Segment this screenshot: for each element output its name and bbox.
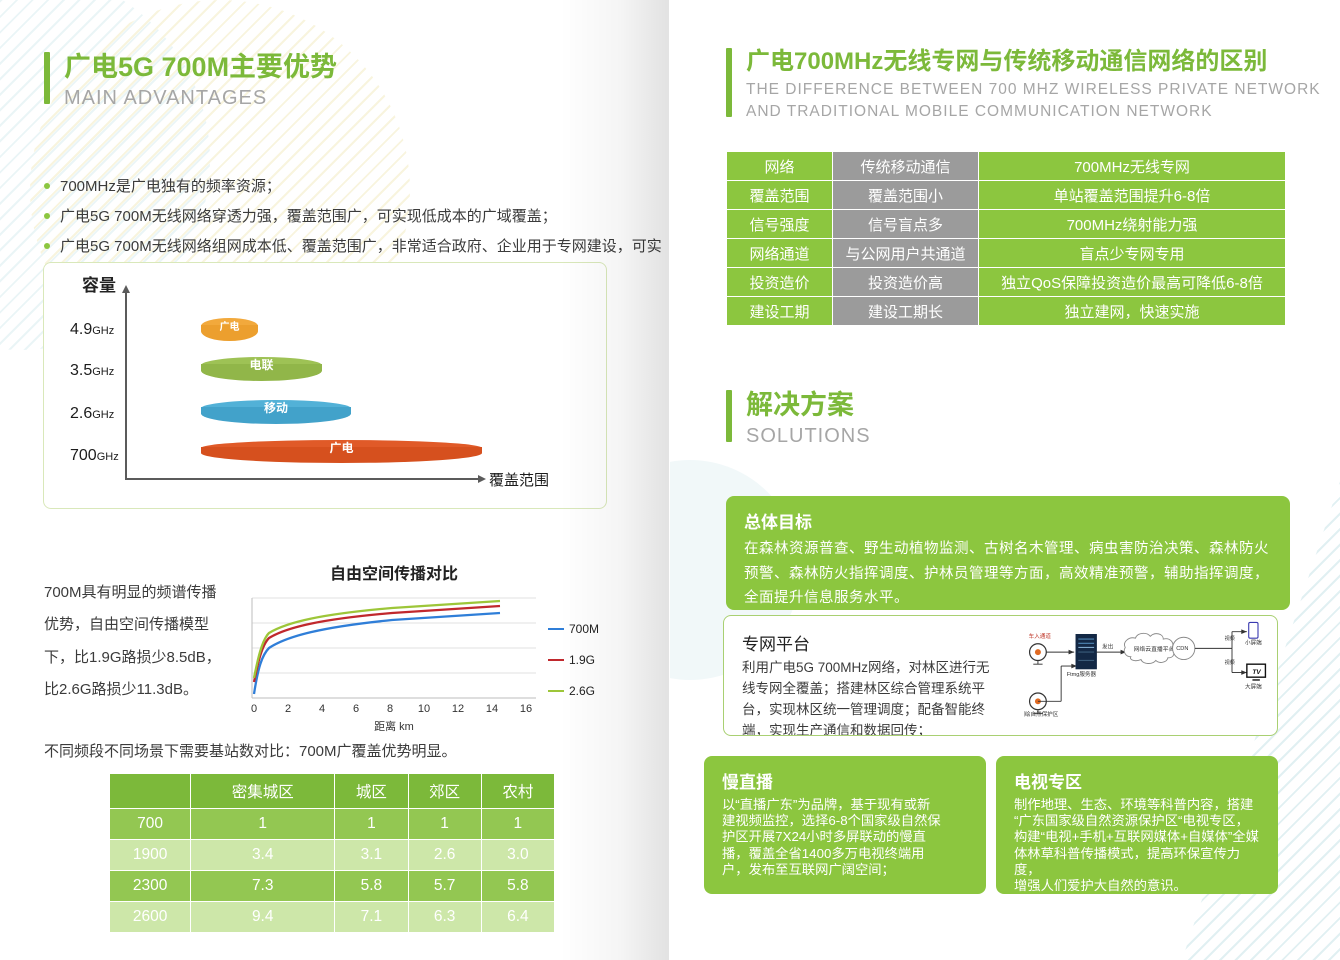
svg-text:TV: TV	[1252, 669, 1261, 676]
svg-text:8: 8	[387, 703, 393, 715]
svg-text:视频: 视频	[1225, 659, 1235, 666]
svg-text:发出: 发出	[1102, 642, 1113, 650]
svg-text:10: 10	[418, 703, 430, 715]
svg-text:测绘自然保护区: 测绘自然保护区	[1024, 710, 1059, 718]
svg-text:大屏端: 大屏端	[1245, 682, 1262, 690]
svg-text:4: 4	[319, 703, 325, 715]
svg-text:CDN: CDN	[1176, 646, 1188, 652]
svg-text:12: 12	[452, 703, 464, 715]
svg-text:视频: 视频	[1225, 635, 1235, 642]
svg-text:网络云直播平台: 网络云直播平台	[1134, 645, 1175, 653]
svg-text:0: 0	[251, 703, 257, 715]
svg-text:小屏端: 小屏端	[1245, 639, 1262, 647]
svg-text:距离 km: 距离 km	[374, 719, 414, 733]
svg-text:2: 2	[285, 703, 291, 715]
svg-text:车入通道: 车入通道	[1029, 632, 1052, 640]
svg-text:6: 6	[353, 703, 359, 715]
svg-text:Ftmg服务器: Ftmg服务器	[1067, 670, 1097, 678]
svg-text:14: 14	[486, 703, 498, 715]
svg-text:16: 16	[520, 703, 532, 715]
